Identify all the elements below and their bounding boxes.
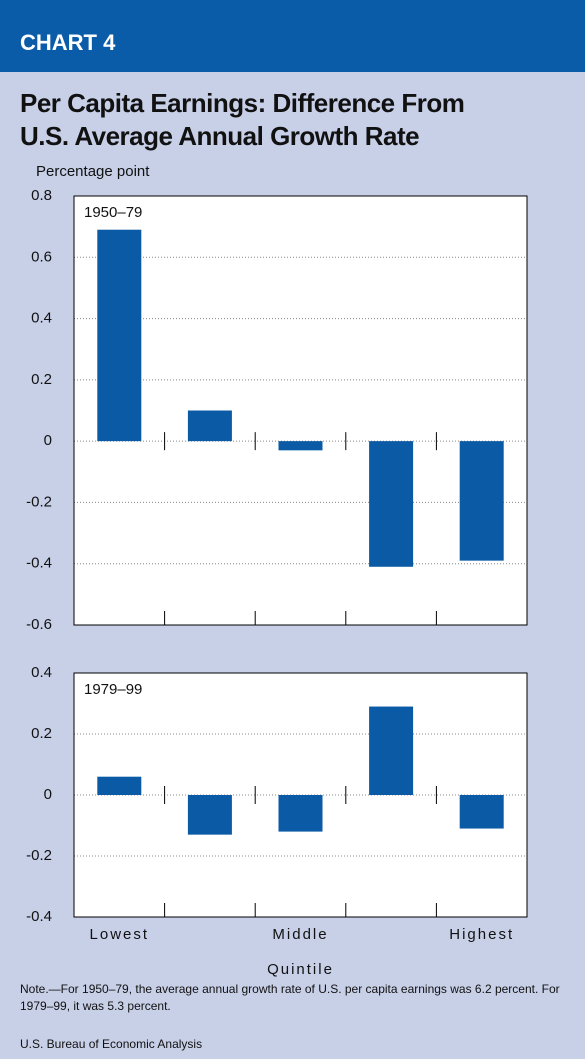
bar bbox=[459, 441, 504, 561]
bar bbox=[187, 410, 232, 442]
y-tick-label: 0 bbox=[44, 786, 52, 803]
y-tick-label: -0.4 bbox=[26, 908, 52, 925]
x-tick-label: Lowest bbox=[90, 926, 150, 943]
x-tick-label: Middle bbox=[272, 926, 328, 943]
y-tick-label: 0.4 bbox=[31, 664, 52, 681]
chart-number: CHART 4 bbox=[20, 30, 116, 55]
y-tick-label: -0.4 bbox=[26, 555, 52, 572]
panel-label: 1979–99 bbox=[84, 681, 142, 698]
bar bbox=[187, 795, 232, 835]
y-tick-label: 0.2 bbox=[31, 371, 52, 388]
y-tick-label: -0.6 bbox=[26, 616, 52, 633]
plot-border bbox=[73, 195, 528, 626]
bar bbox=[97, 229, 142, 442]
plot-area bbox=[74, 196, 527, 625]
bar bbox=[278, 795, 323, 832]
y-tick-label: 0.8 bbox=[31, 187, 52, 204]
y-tick-label: -0.2 bbox=[26, 847, 52, 864]
bar bbox=[97, 776, 142, 795]
chart: -0.6 -0.4 -0.2 0 0.2 0.4 0.6 0.8 Percentage poin… bbox=[26, 163, 528, 978]
y-tick-label: 0.2 bbox=[31, 725, 52, 742]
source: U.S. Bureau of Economic Analysis bbox=[20, 1037, 203, 1051]
chart-title: Per Capita Earnings: Difference From bbox=[20, 88, 465, 118]
y-tick-label: -0.2 bbox=[26, 493, 52, 510]
y-tick-label: 0.6 bbox=[31, 248, 52, 265]
panel-label: 1950–79 bbox=[84, 204, 142, 221]
y-tick-label: 0.4 bbox=[31, 310, 52, 327]
y-tick-label: 0 bbox=[44, 432, 52, 449]
chart-title: U.S. Average Annual Growth Rate bbox=[20, 121, 420, 151]
bar bbox=[369, 706, 414, 795]
note: Note.—For 1950–79, the average annual gr… bbox=[20, 982, 560, 1013]
bar bbox=[278, 441, 323, 451]
bar bbox=[369, 441, 414, 567]
header-band: CHART 4 bbox=[0, 0, 585, 72]
y-axis-label: Percentage point bbox=[36, 163, 150, 180]
bar bbox=[459, 795, 504, 829]
x-axis-label: Quintile bbox=[267, 961, 334, 978]
plot-border bbox=[73, 672, 528, 918]
x-tick-label: Highest bbox=[449, 926, 514, 943]
